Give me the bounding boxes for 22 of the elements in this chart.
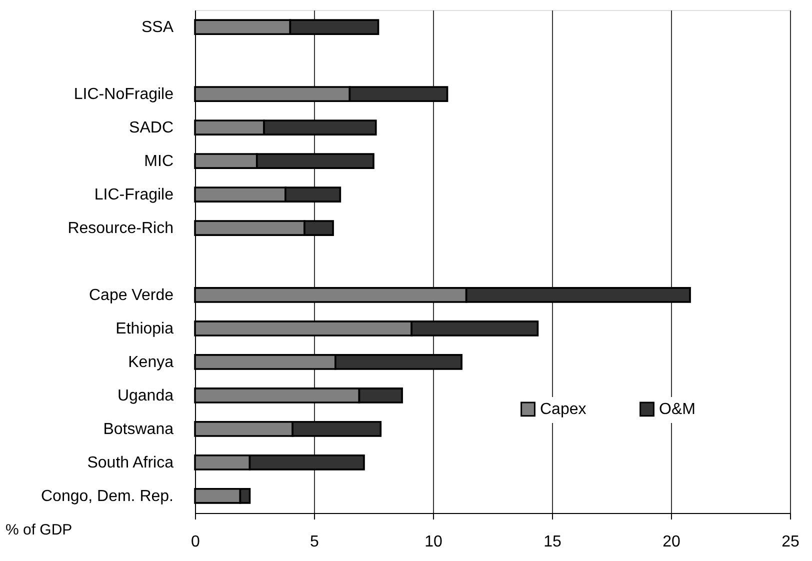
y-tick-label: Cape Verde [88,286,174,304]
x-tick-label: 5 [310,534,320,550]
x-axis-title: % of GDP [6,522,72,538]
y-tick-label: Uganda [117,387,174,404]
y-tick-label: LIC-NoFragile [74,86,174,104]
x-tick-label: 0 [191,534,200,550]
y-tick-label: Congo, Dem. Rep. [40,488,174,505]
legend-label: O&M [659,401,696,418]
x-tick-label: 25 [782,534,800,550]
x-tick-label: 15 [544,534,562,550]
y-tick-label: Kenya [128,354,174,371]
y-tick-label: MIC [144,153,174,170]
legend-label: Capex [540,401,586,418]
y-tick-label: Ethiopia [116,320,174,338]
y-tick-label: Botswana [103,420,174,438]
y-tick-label: Resource-Rich [68,220,174,238]
y-tick-label: SSA [141,19,174,36]
x-tick-label: 10 [424,534,442,550]
y-tick-label: SADC [129,120,174,137]
y-tick-label: LIC-Fragile [94,186,174,204]
y-tick-label: South Africa [87,454,174,472]
x-tick-label: 20 [662,534,680,550]
